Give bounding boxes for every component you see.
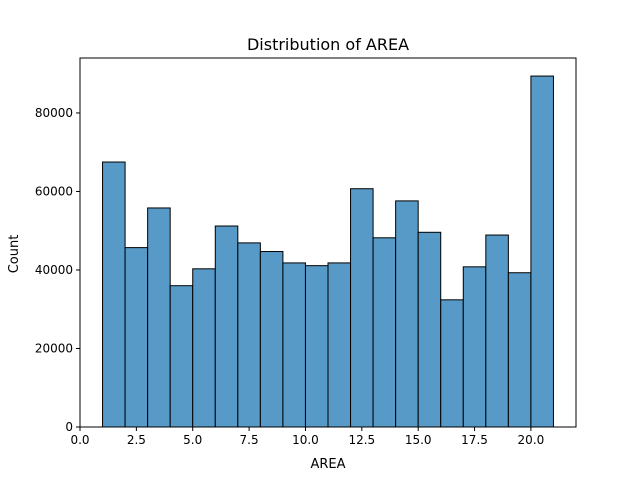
- bars-group: [102, 75, 554, 428]
- histogram-bar-19: [507, 272, 532, 428]
- y-axis-label: Count: [7, 235, 22, 274]
- x-tick-label: 5.0: [183, 433, 202, 447]
- x-tick-label: 10.0: [292, 433, 319, 447]
- y-tick-label: 40000: [35, 263, 73, 277]
- histogram-bar-11: [327, 262, 352, 428]
- histogram-bar-20: [530, 75, 554, 428]
- plot-frame: [79, 57, 577, 428]
- histogram-bar-4: [169, 285, 194, 428]
- y-axis-ticks: 0 20000 40000 60000 80000: [35, 106, 80, 434]
- histogram-bar-7: [237, 242, 261, 428]
- histogram-bar-18: [485, 234, 509, 428]
- histogram-bar-14: [395, 200, 419, 428]
- y-tick-label: 80000: [35, 106, 73, 120]
- x-tick-label: 17.5: [461, 433, 488, 447]
- x-axis-ticks: 0.0 2.5 5.0 7.5 10.0 12.5 15.0 17.5 20.0: [70, 427, 544, 447]
- x-tick-label: 12.5: [348, 433, 375, 447]
- histogram-bar-5: [192, 268, 216, 428]
- y-tick-label: 20000: [35, 341, 73, 355]
- chart-title: Distribution of AREA: [247, 35, 409, 54]
- x-tick-label: 15.0: [405, 433, 432, 447]
- x-tick-label: 20.0: [518, 433, 545, 447]
- histogram-bar-6: [214, 225, 239, 428]
- histogram-bar-12: [350, 188, 374, 428]
- x-tick-label: 0.0: [70, 433, 89, 447]
- histogram-bar-16: [440, 299, 464, 428]
- histogram-bar-17: [462, 266, 487, 428]
- y-tick-label: 0: [65, 420, 73, 434]
- y-tick-label: 60000: [35, 184, 73, 198]
- histogram-bar-9: [282, 262, 306, 428]
- x-tick-label: 7.5: [240, 433, 259, 447]
- histogram-bar-15: [417, 231, 442, 428]
- x-tick-label: 2.5: [127, 433, 146, 447]
- histogram-bar-2: [124, 247, 149, 428]
- x-axis-label: AREA: [310, 457, 345, 472]
- histogram-bar-13: [372, 237, 397, 428]
- histogram-bar-3: [147, 207, 171, 428]
- histogram-bar-1: [102, 161, 126, 428]
- histogram-bar-10: [304, 265, 329, 428]
- histogram-bar-8: [259, 251, 284, 428]
